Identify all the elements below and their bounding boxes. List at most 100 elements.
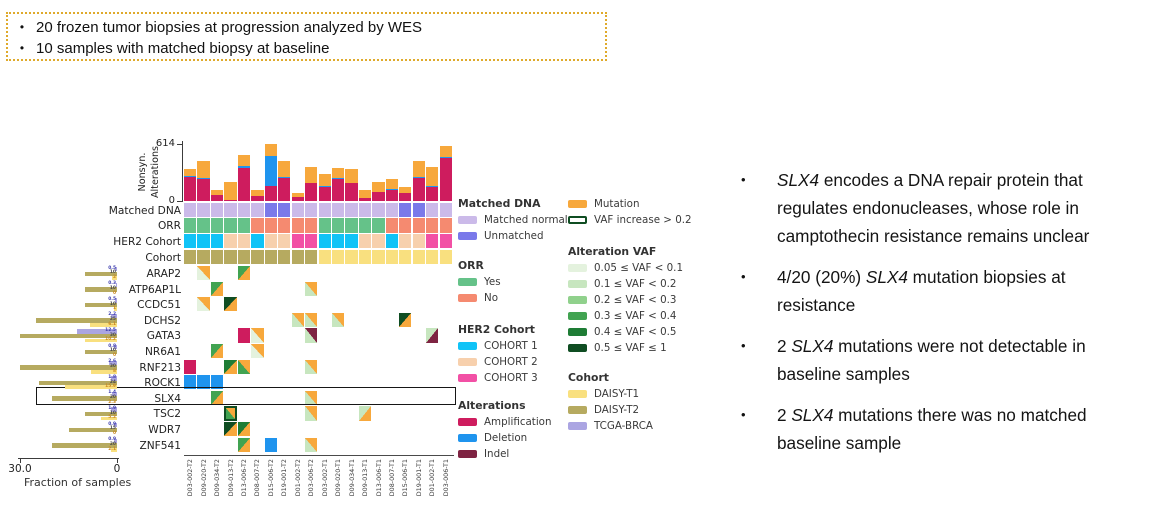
fraction-values-dchs2: 2.2 25 6.1	[98, 313, 116, 327]
top-chart-max-label: 614	[155, 138, 175, 149]
legend-group-orr: ORR Yes No	[458, 258, 576, 306]
annotation-orr-cell	[412, 218, 425, 233]
bar-segment-deletion	[237, 166, 251, 168]
fraction-value: 0.9	[108, 421, 116, 427]
annotation-matched_dna-cell	[412, 202, 425, 217]
right-bullet-2: • 4/20 (20%) SLX4 mutation biopsies at re…	[737, 263, 1137, 319]
bar-segment-mutation	[331, 167, 345, 179]
annotation-orr-cell	[439, 218, 452, 233]
fraction-value: 8	[112, 368, 116, 374]
top-bar-D03-002-T2	[184, 169, 197, 202]
sample-label-d09-020-t2: D09-020-T2	[199, 459, 208, 497]
top-chart-zero-label: 0	[168, 195, 175, 206]
bar-segment-mutation	[345, 169, 358, 183]
annotation-orr-cell	[237, 218, 251, 233]
gene-label-rnf213: RNF213	[139, 361, 181, 374]
fraction-value: 0.3	[108, 281, 116, 287]
annotation-her2_cohort-cell	[412, 234, 425, 249]
bar-segment-deletion	[264, 155, 277, 186]
annotation-her2_cohort-cell	[251, 234, 264, 249]
bar-segment-mutation	[278, 161, 291, 178]
annotation-label-matched-dna: Matched DNA	[108, 204, 181, 217]
sample-label-d19-001-t2: D19-001-T2	[280, 459, 289, 497]
bar-segment-mutation	[399, 186, 412, 193]
annotation-orr-cell	[399, 218, 412, 233]
cell-dchs2-mutation	[331, 312, 345, 327]
cell-dchs2-mutation	[291, 312, 304, 327]
annotation-orr-cell	[385, 218, 399, 233]
bar-segment-amplification	[184, 176, 197, 202]
annotation-cohort-cell	[345, 249, 358, 265]
legend-item-0-5-vaf-1: 0.5 ≤ VAF ≤ 1	[568, 340, 686, 356]
legend-swatch	[458, 374, 477, 382]
bar-segment-deletion	[412, 177, 425, 179]
text-segment: 2	[777, 336, 792, 356]
gene-label-rock1: ROCK1	[144, 377, 181, 390]
cell-rnf213-mutation	[224, 359, 237, 374]
bar-segment-mutation	[412, 161, 425, 178]
top-bar-D13-006-T2	[237, 155, 251, 202]
annotation-cohort-cell	[291, 249, 304, 265]
fraction-value: 10	[109, 348, 116, 354]
legend-swatch	[568, 296, 587, 304]
sample-label-d13-006-t1: D13-006-T1	[374, 459, 383, 497]
annotation-cohort-cell	[305, 249, 318, 265]
fraction-bar-arap2-daisy-t1	[112, 276, 117, 281]
fraction-value: 15.9	[105, 384, 116, 390]
annotation-orr-cell	[318, 218, 331, 233]
fraction-bar-tsc2-tcga-brca	[110, 407, 117, 412]
bar-segment-amplification	[358, 198, 372, 202]
legend-item-matched-normal: Matched normal	[458, 212, 576, 228]
fraction-value: 1.8	[108, 374, 116, 380]
top-bar-D01-002-T2	[291, 193, 304, 202]
bar-segment-deletion	[426, 185, 439, 187]
annotation-orr-cell	[358, 218, 372, 233]
y-axis-label-line2: Alterations	[150, 145, 161, 199]
header-callout-box: • 20 frozen tumor biopsies at progression…	[6, 12, 607, 61]
fraction-value: 20	[109, 395, 116, 401]
fraction-bar-wdr7-tcga-brca	[114, 423, 117, 428]
bullet-marker: •	[741, 407, 746, 422]
legend-swatch	[568, 328, 587, 336]
annotation-orr-cell	[305, 218, 318, 233]
annotation-matched_dna-cell	[318, 202, 331, 217]
fraction-bar-gata3-daisy-t2	[20, 334, 117, 339]
bar-segment-mutation	[224, 182, 237, 200]
fraction-value: 24	[109, 379, 116, 385]
annotation-orr-cell	[251, 218, 264, 233]
top-bar-D03-002-T1	[318, 173, 331, 202]
bar-segment-mutation	[439, 145, 452, 158]
legend-label: Deletion	[484, 432, 528, 444]
fraction-bar-gata3-tcga-brca	[76, 329, 117, 334]
cell-rock1-deletion	[197, 375, 210, 390]
cell-arap2-mutation	[237, 266, 251, 281]
sample-label-d03-006-t2: D03-006-T2	[307, 459, 316, 497]
annotation-label-her2-cohort: HER2 Cohort	[113, 236, 181, 249]
annotation-her2_cohort-cell	[210, 234, 224, 249]
fraction-bar-slx4-tcga-brca	[112, 391, 117, 397]
annotation-matched_dna-cell	[197, 202, 210, 217]
bar-segment-mutation	[237, 155, 251, 167]
annotation-matched_dna-cell	[372, 202, 385, 217]
legend-item-amplification: Amplification	[458, 414, 576, 430]
fraction-value: 2.2	[108, 312, 116, 318]
legend-item-0-05-vaf-0-1: 0.05 ≤ VAF < 0.1	[568, 260, 686, 276]
legend-swatch	[568, 280, 587, 288]
annotation-orr-cell	[264, 218, 277, 233]
legend-label: Mutation	[594, 198, 640, 210]
fraction-value: 20	[109, 441, 116, 447]
bar-segment-deletion	[439, 157, 452, 159]
text-segment: 2	[777, 405, 792, 425]
legend-group-alterations-extra: Mutation VAF increase > 0.2	[568, 196, 692, 228]
annotation-orr-cell	[291, 218, 304, 233]
legend-swatch	[458, 418, 477, 426]
fraction-bar-slx4-daisy-t2	[52, 396, 117, 401]
fraction-bar-rnf213-daisy-t2	[20, 365, 117, 370]
fraction-value: 10	[109, 270, 116, 276]
fraction-bar-znf541-daisy-t2	[52, 443, 117, 448]
legend-swatch	[458, 232, 477, 240]
bar-segment-mutation	[264, 144, 277, 156]
annotation-her2_cohort-cell	[318, 234, 331, 249]
annotation-her2_cohort-cell	[278, 234, 291, 249]
